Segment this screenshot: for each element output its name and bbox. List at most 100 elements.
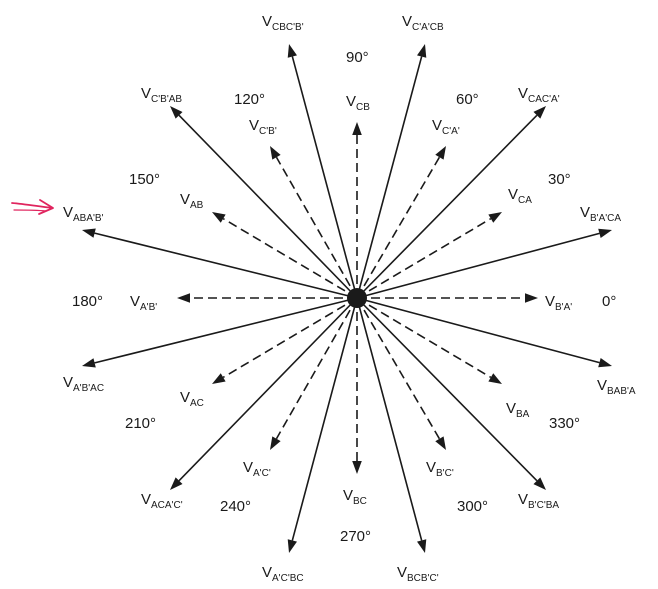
phasor-arrow-vbpcpba [356,297,546,490]
phasor-label-vapcp: VA'C' [243,459,271,479]
phasor-label-vcpapcb: VC'A'CB [402,13,444,33]
phasor-label-main: V [426,459,436,476]
phasor-label-vab: VAB [180,191,204,211]
arrowhead-vcpbpab [170,106,183,119]
phasor-arrow-vbc [352,298,362,474]
phasor-label-main: V [580,204,590,221]
phasor-label-vbpap: VB'A' [545,293,572,313]
phasor-label-subscript: A'C' [253,468,271,479]
phasor-shaft-vbpaca [356,232,600,299]
phasor-label-main: V [402,13,412,30]
arrowhead-vapcpbc [287,539,297,553]
arrowhead-vbpcpba [533,477,546,490]
phasor-label-subscript: CBC'B' [272,22,304,33]
phasor-label-vcpbpab: VC'B'AB [141,85,182,105]
phasor-label-subscript: A'B'AC [73,383,104,394]
angle-label-deg240: 240° [220,498,251,515]
phasor-label-vca: VCA [508,186,532,206]
phasor-label-vbc: VBC [343,487,367,507]
phasor-label-main: V [346,93,356,110]
arrowhead-vbpcp [435,436,446,450]
arrowhead-vabapbp [82,228,96,238]
phasor-label-main: V [141,491,151,508]
phasor-label-subscript: AC [190,398,204,409]
phasor-shaft-vbpcpba [356,297,538,482]
phasor-label-vbcbpcp: VBCB'C' [397,564,439,584]
angle-label-deg180: 180° [72,293,103,310]
phasor-shaft-vcpapcb [356,56,423,299]
phasor-arrow-vapcp [270,297,358,450]
arrowhead-vapbpac [82,358,96,368]
phasor-label-vacapcp: VACA'C' [141,491,183,511]
phasor-label-vapbpac: VA'B'AC [63,374,104,394]
phasor-label-subscript: B'A' [555,302,572,313]
arrowhead-vcpapcb [417,44,427,58]
arrowhead-vcpap [435,146,446,160]
phasor-label-vac: VAC [180,389,204,409]
arrowhead-vcbcpbp [287,44,297,58]
phasor-label-subscript: BAB'A [607,386,636,397]
phasor-label-main: V [63,204,73,221]
phasor-shaft-vacapcp [178,297,358,482]
phasor-arrow-vba [356,297,502,384]
phasor-label-vcb: VCB [346,93,370,113]
phasor-label-vbpaca: VB'A'CA [580,204,621,224]
angle-label-deg90: 90° [346,49,369,66]
phasor-shaft-vab [222,217,358,299]
phasor-arrow-vbpaca [356,228,612,299]
phasor-arrow-vabapbp [82,228,358,299]
angle-label-deg270: 270° [340,528,371,545]
phasor-label-vapbp: VA'B' [130,293,157,313]
phasor-label-main: V [249,117,259,134]
phasor-label-vcpap: VC'A' [432,117,460,137]
phasor-label-subscript: CA [518,195,532,206]
phasor-arrow-vbpcp [356,297,446,450]
phasor-label-subscript: AB [190,200,204,211]
arrowhead-vcacpap [533,106,546,119]
phasor-label-main: V [508,186,518,203]
phasor-label-subscript: B'C'BA [528,500,559,511]
arrowhead-vca [488,212,502,223]
arrowhead-vbc [352,461,362,474]
phasor-label-main: V [141,85,151,102]
phasor-label-subscript: A'B' [140,302,157,313]
phasor-arrow-vcpapcb [356,44,427,299]
phasor-arrow-vcb [352,122,362,298]
angle-label-deg300: 300° [457,498,488,515]
angle-label-deg0: 0° [602,293,616,310]
angle-label-deg150: 150° [129,171,160,188]
phasor-arrow-vapcpbc [287,297,358,553]
arrowhead-vba [488,373,502,384]
arrowhead-vab [212,212,226,223]
phasor-label-main: V [545,293,555,310]
phasor-arrow-vcpbp [270,146,358,299]
arrowhead-vbpaca [598,228,612,238]
phasor-label-main: V [506,400,516,417]
phasor-arrows [82,44,612,553]
phasor-shaft-vapbpac [94,297,358,364]
phasor-label-main: V [343,487,353,504]
angle-label-deg30: 30° [548,171,571,188]
phasor-label-subscript: A'C'BC [272,573,304,584]
phasor-arrow-vca [356,212,502,299]
phasor-label-subscript: C'B' [259,126,277,137]
phasor-label-subscript: C'A'CB [412,22,444,33]
phasor-shaft-vba [356,297,492,379]
phasor-label-vcpbp: VC'B' [249,117,277,137]
phasor-shaft-vca [356,217,492,299]
phasor-shaft-vac [222,297,358,379]
phasor-label-subscript: BCB'C' [407,573,439,584]
phasor-label-subscript: CB [356,102,370,113]
phasor-label-vba: VBA [506,400,530,420]
arrowhead-vacapcp [170,477,183,490]
arrowhead-vapbp [177,293,190,303]
phasor-arrow-vcacpap [356,106,546,299]
phasor-label-vbpcp: VB'C' [426,459,454,479]
phasor-arrow-vbpap [357,293,538,303]
arrowhead-vbabpa [598,358,612,368]
arrowhead-vac [212,373,226,384]
phasor-label-main: V [243,459,253,476]
angle-label-deg60: 60° [456,91,479,108]
phasor-label-subscript: CAC'A' [528,94,560,105]
angle-label-deg210: 210° [125,415,156,432]
